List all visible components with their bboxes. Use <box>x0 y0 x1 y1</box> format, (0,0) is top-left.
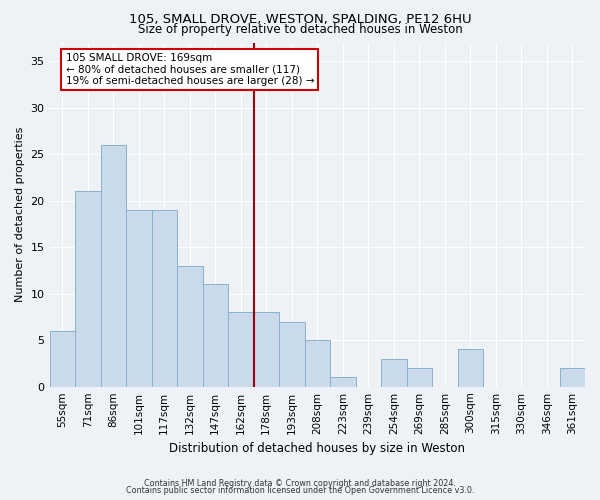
Bar <box>279 322 305 386</box>
Bar <box>126 210 152 386</box>
Bar <box>152 210 177 386</box>
Bar <box>50 331 75 386</box>
Y-axis label: Number of detached properties: Number of detached properties <box>15 127 25 302</box>
Text: Contains HM Land Registry data © Crown copyright and database right 2024.: Contains HM Land Registry data © Crown c… <box>144 478 456 488</box>
X-axis label: Distribution of detached houses by size in Weston: Distribution of detached houses by size … <box>169 442 465 455</box>
Bar <box>330 378 356 386</box>
Bar <box>381 359 407 386</box>
Bar <box>177 266 203 386</box>
Bar <box>101 145 126 386</box>
Bar <box>458 350 483 387</box>
Bar <box>203 284 228 386</box>
Bar <box>305 340 330 386</box>
Text: 105 SMALL DROVE: 169sqm
← 80% of detached houses are smaller (117)
19% of semi-d: 105 SMALL DROVE: 169sqm ← 80% of detache… <box>65 53 314 86</box>
Bar <box>75 192 101 386</box>
Bar <box>407 368 432 386</box>
Text: 105, SMALL DROVE, WESTON, SPALDING, PE12 6HU: 105, SMALL DROVE, WESTON, SPALDING, PE12… <box>128 12 472 26</box>
Text: Contains public sector information licensed under the Open Government Licence v3: Contains public sector information licen… <box>126 486 474 495</box>
Bar <box>228 312 254 386</box>
Bar <box>560 368 585 386</box>
Text: Size of property relative to detached houses in Weston: Size of property relative to detached ho… <box>137 22 463 36</box>
Bar <box>254 312 279 386</box>
